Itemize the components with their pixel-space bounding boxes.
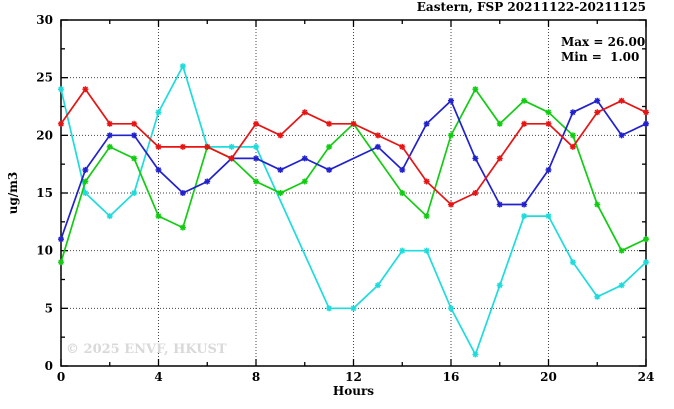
y-tick-label-5: 5 — [45, 301, 53, 315]
x-tick-label-8: 8 — [252, 370, 260, 384]
max-annotation: Max = 26.00 — [561, 35, 645, 49]
y-tick-label-25: 25 — [36, 71, 53, 85]
series-green — [58, 86, 649, 266]
series-green-line — [60, 87, 647, 263]
x-axis-label: Hours — [333, 384, 374, 398]
y-tick-label-0: 0 — [45, 359, 53, 373]
series-blue-line — [60, 99, 647, 240]
series-blue-markers — [58, 97, 649, 243]
min-annotation: Min = 1.00 — [561, 50, 639, 64]
y-tick-label-10: 10 — [36, 244, 53, 258]
series-blue — [58, 97, 649, 243]
tick-labels: 0 4 8 12 16 20 24 0 5 10 15 20 25 30 — [36, 13, 654, 384]
series-green-markers — [58, 86, 649, 266]
series-cyan-markers — [58, 63, 649, 358]
y-axis-label: ug/m3 — [6, 172, 20, 215]
x-tick-label-4: 4 — [154, 370, 162, 384]
series-red-markers — [58, 86, 649, 208]
y-tick-label-15: 15 — [36, 186, 53, 200]
x-tick-label-12: 12 — [345, 370, 362, 384]
y-tick-label-30: 30 — [36, 13, 53, 27]
data-series — [58, 63, 649, 358]
x-tick-label-16: 16 — [443, 370, 460, 384]
series-red — [58, 86, 649, 208]
y-tick-label-20: 20 — [36, 128, 53, 142]
x-tick-label-0: 0 — [57, 370, 65, 384]
chart-title: Eastern, FSP 20211122-20211125 — [417, 0, 646, 14]
axis-ticks — [60, 19, 647, 367]
x-tick-label-24: 24 — [638, 370, 655, 384]
x-tick-label-20: 20 — [540, 370, 557, 384]
watermark: © 2025 ENVF, HKUST — [66, 342, 227, 357]
